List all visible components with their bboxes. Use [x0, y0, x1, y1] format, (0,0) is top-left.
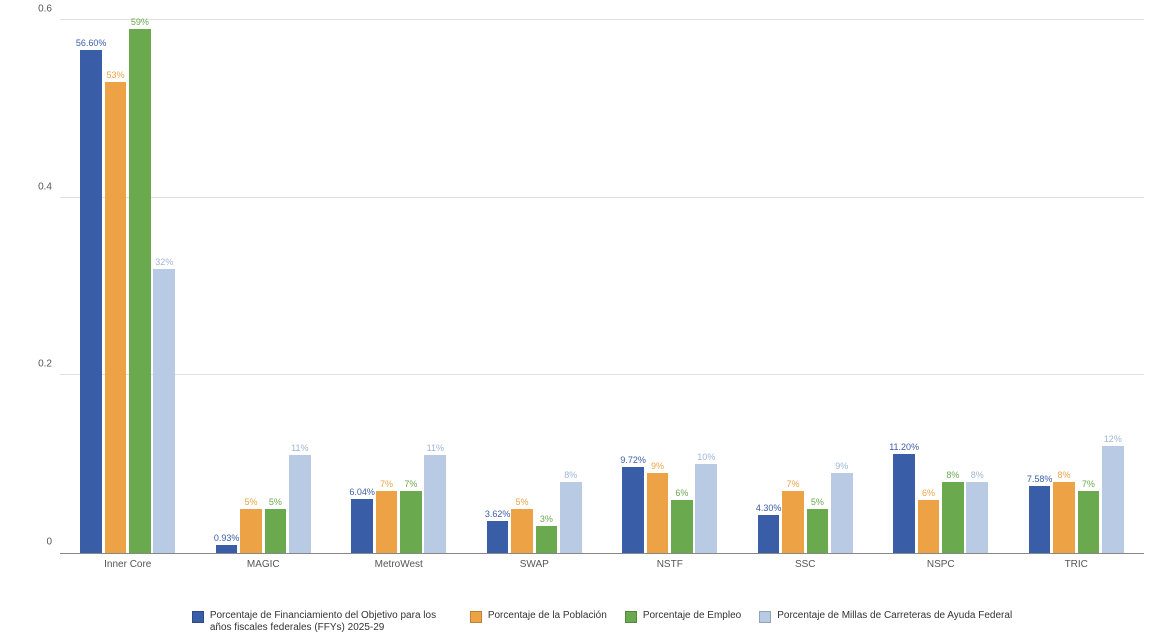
bar-value-label: 11% [427, 443, 444, 453]
bar-s3: 59% [129, 29, 151, 553]
bar-s3: 6% [671, 500, 693, 553]
legend-item: Porcentaje de la Población [470, 610, 607, 623]
plot-area: 00.20.40.656.60%53%59%32%Inner Core0.93%… [60, 20, 1144, 554]
bar-value-label: 7% [404, 479, 417, 489]
bar-s4: 32% [153, 269, 175, 553]
bar-value-label: 4.30% [756, 503, 782, 513]
x-tick-label: NSPC [873, 559, 1009, 570]
x-tick-label: SWAP [467, 559, 603, 570]
bar-s3: 8% [942, 482, 964, 553]
legend-swatch [470, 611, 482, 623]
x-tick-label: MetroWest [331, 559, 467, 570]
bar-s3: 7% [1078, 491, 1100, 553]
bar-value-label: 59% [131, 17, 149, 27]
legend-swatch [759, 611, 771, 623]
legend-swatch [625, 611, 637, 623]
bar-s2: 6% [918, 500, 940, 553]
bar-s2: 53% [105, 82, 127, 553]
bar-value-label: 3% [540, 514, 553, 524]
bar-s1: 4.30% [758, 515, 780, 553]
legend-item: Porcentaje de Empleo [625, 610, 741, 623]
bar-value-label: 53% [107, 70, 125, 80]
bar-group: 56.60%53%59%32%Inner Core [60, 20, 196, 553]
bar-value-label: 5% [811, 497, 824, 507]
bar-value-label: 7% [787, 479, 800, 489]
bar-value-label: 11% [291, 443, 308, 453]
bar-value-label: 9.72% [620, 455, 646, 465]
bar-s2: 9% [647, 473, 669, 553]
legend-item: Porcentaje de Financiamiento del Objetiv… [192, 610, 452, 634]
bar-s1: 56.60% [80, 50, 102, 553]
bar-value-label: 7% [380, 479, 393, 489]
bar-s2: 5% [511, 509, 533, 553]
y-tick-label: 0.6 [38, 4, 60, 15]
bar-s1: 7.58% [1029, 486, 1051, 553]
legend-label: Porcentaje de Empleo [643, 610, 741, 622]
bar-s3: 7% [400, 491, 422, 553]
legend-label: Porcentaje de Financiamiento del Objetiv… [210, 610, 452, 634]
bar-s4: 10% [695, 464, 717, 553]
bar-value-label: 0.93% [214, 533, 240, 543]
bar-value-label: 7.58% [1027, 474, 1053, 484]
bar-s4: 11% [289, 455, 311, 553]
y-tick-label: 0 [46, 537, 60, 548]
bar-value-label: 10% [697, 452, 715, 462]
bar-s3: 3% [536, 526, 558, 553]
x-tick-label: SSC [738, 559, 874, 570]
bar-group: 9.72%9%6%10%NSTF [602, 20, 738, 553]
bar-value-label: 8% [946, 470, 959, 480]
x-tick-label: NSTF [602, 559, 738, 570]
bar-s1: 6.04% [351, 499, 373, 553]
bar-s1: 0.93% [216, 545, 238, 553]
x-tick-label: TRIC [1009, 559, 1145, 570]
bar-group: 4.30%7%5%9%SSC [738, 20, 874, 553]
bar-value-label: 12% [1104, 434, 1122, 444]
bar-value-label: 11.20% [889, 442, 919, 452]
chart-container: 00.20.40.656.60%53%59%32%Inner Core0.93%… [0, 0, 1174, 644]
x-tick-label: Inner Core [60, 559, 196, 570]
bar-value-label: 6% [922, 488, 935, 498]
bar-s2: 8% [1053, 482, 1075, 553]
bar-value-label: 9% [835, 461, 848, 471]
bar-value-label: 6.04% [349, 487, 375, 497]
bar-s4: 9% [831, 473, 853, 553]
legend-label: Porcentaje de Millas de Carreteras de Ay… [777, 610, 1012, 622]
bar-s4: 8% [966, 482, 988, 553]
bar-s2: 7% [782, 491, 804, 553]
bar-s1: 11.20% [893, 454, 915, 553]
bar-value-label: 5% [245, 497, 258, 507]
bar-value-label: 6% [675, 488, 688, 498]
y-tick-label: 0.2 [38, 359, 60, 370]
bar-s2: 7% [376, 491, 398, 553]
bar-value-label: 5% [269, 497, 282, 507]
bar-value-label: 9% [651, 461, 664, 471]
bar-s3: 5% [807, 509, 829, 553]
bar-value-label: 8% [1058, 470, 1071, 480]
bar-s3: 5% [265, 509, 287, 553]
bar-s4: 11% [424, 455, 446, 553]
bar-group: 3.62%5%3%8%SWAP [467, 20, 603, 553]
y-tick-label: 0.4 [38, 181, 60, 192]
bar-group: 0.93%5%5%11%MAGIC [196, 20, 332, 553]
x-tick-label: MAGIC [196, 559, 332, 570]
bar-s1: 3.62% [487, 521, 509, 553]
legend-label: Porcentaje de la Población [488, 610, 607, 622]
bar-s4: 8% [560, 482, 582, 553]
bar-s1: 9.72% [622, 467, 644, 553]
bar-group: 6.04%7%7%11%MetroWest [331, 20, 467, 553]
bar-value-label: 5% [516, 497, 529, 507]
legend: Porcentaje de Financiamiento del Objetiv… [60, 610, 1144, 634]
bar-value-label: 32% [155, 257, 173, 267]
bar-value-label: 7% [1082, 479, 1095, 489]
legend-item: Porcentaje de Millas de Carreteras de Ay… [759, 610, 1012, 623]
bar-value-label: 8% [971, 470, 984, 480]
bar-s2: 5% [240, 509, 262, 553]
bar-value-label: 8% [564, 470, 577, 480]
bar-group: 11.20%6%8%8%NSPC [873, 20, 1009, 553]
bar-group: 7.58%8%7%12%TRIC [1009, 20, 1145, 553]
bar-s4: 12% [1102, 446, 1124, 553]
legend-swatch [192, 611, 204, 623]
bar-value-label: 56.60% [76, 38, 107, 48]
bar-value-label: 3.62% [485, 509, 511, 519]
